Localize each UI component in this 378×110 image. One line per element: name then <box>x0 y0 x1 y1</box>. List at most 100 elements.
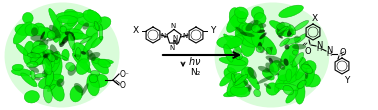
Ellipse shape <box>52 18 62 42</box>
Ellipse shape <box>231 73 235 83</box>
Ellipse shape <box>224 34 242 53</box>
Text: X: X <box>133 26 139 35</box>
Ellipse shape <box>297 80 306 89</box>
Ellipse shape <box>274 75 285 93</box>
Ellipse shape <box>257 76 273 84</box>
Ellipse shape <box>280 44 299 66</box>
Ellipse shape <box>24 91 39 103</box>
Ellipse shape <box>45 71 54 87</box>
Ellipse shape <box>235 74 248 85</box>
Ellipse shape <box>50 51 60 72</box>
Ellipse shape <box>256 46 263 52</box>
Ellipse shape <box>275 83 299 91</box>
Ellipse shape <box>235 7 248 19</box>
Ellipse shape <box>266 47 273 55</box>
Ellipse shape <box>68 33 75 50</box>
Text: H: H <box>326 51 332 57</box>
Ellipse shape <box>242 25 254 37</box>
Ellipse shape <box>31 50 53 65</box>
Text: $h\nu$: $h\nu$ <box>188 55 202 67</box>
Ellipse shape <box>248 67 257 79</box>
Ellipse shape <box>80 36 92 44</box>
Ellipse shape <box>285 45 290 50</box>
Ellipse shape <box>302 61 316 74</box>
Ellipse shape <box>257 42 262 50</box>
Ellipse shape <box>15 24 33 36</box>
Ellipse shape <box>270 60 281 72</box>
Ellipse shape <box>50 53 54 62</box>
Text: Y: Y <box>210 26 216 35</box>
Ellipse shape <box>236 53 243 60</box>
Ellipse shape <box>53 57 62 79</box>
Ellipse shape <box>83 10 101 23</box>
Ellipse shape <box>278 35 283 38</box>
Ellipse shape <box>286 69 292 82</box>
Ellipse shape <box>45 56 54 69</box>
Ellipse shape <box>266 47 271 55</box>
Text: N: N <box>170 23 176 28</box>
Ellipse shape <box>227 11 244 32</box>
Ellipse shape <box>278 64 297 81</box>
Text: O: O <box>120 81 126 90</box>
Ellipse shape <box>257 30 265 33</box>
Ellipse shape <box>13 22 32 44</box>
Ellipse shape <box>289 55 299 78</box>
Ellipse shape <box>259 35 277 55</box>
Ellipse shape <box>224 44 233 62</box>
Ellipse shape <box>223 87 250 97</box>
Ellipse shape <box>86 24 99 38</box>
Ellipse shape <box>284 59 289 66</box>
Ellipse shape <box>21 73 37 87</box>
Text: X: X <box>312 14 318 23</box>
Ellipse shape <box>233 50 240 60</box>
Ellipse shape <box>259 32 266 39</box>
Ellipse shape <box>62 36 69 44</box>
Ellipse shape <box>279 5 303 17</box>
Ellipse shape <box>50 80 64 101</box>
Ellipse shape <box>293 50 298 55</box>
Text: Y: Y <box>344 75 350 84</box>
Ellipse shape <box>303 64 310 69</box>
Ellipse shape <box>11 69 32 76</box>
Ellipse shape <box>42 51 50 66</box>
Ellipse shape <box>87 10 96 21</box>
Text: O: O <box>305 47 311 56</box>
Ellipse shape <box>82 22 89 30</box>
Ellipse shape <box>73 21 84 35</box>
Ellipse shape <box>84 33 98 53</box>
Ellipse shape <box>68 65 76 76</box>
Ellipse shape <box>91 36 103 48</box>
Ellipse shape <box>264 83 271 89</box>
Ellipse shape <box>59 41 65 47</box>
Ellipse shape <box>5 2 119 108</box>
Ellipse shape <box>286 89 298 103</box>
Ellipse shape <box>295 34 306 43</box>
Ellipse shape <box>23 41 35 65</box>
Text: O: O <box>340 48 346 57</box>
Ellipse shape <box>280 38 290 46</box>
Ellipse shape <box>64 9 78 20</box>
Ellipse shape <box>12 64 23 71</box>
Ellipse shape <box>60 26 67 33</box>
Ellipse shape <box>233 79 248 88</box>
Text: N₂: N₂ <box>190 68 200 76</box>
Text: N: N <box>160 33 166 39</box>
Ellipse shape <box>277 26 288 34</box>
Ellipse shape <box>98 59 110 68</box>
Ellipse shape <box>46 70 54 88</box>
Ellipse shape <box>235 76 246 87</box>
Ellipse shape <box>241 67 254 78</box>
Ellipse shape <box>33 40 46 52</box>
Ellipse shape <box>232 88 246 95</box>
Ellipse shape <box>289 25 296 35</box>
Ellipse shape <box>230 85 250 97</box>
Ellipse shape <box>74 83 84 93</box>
Ellipse shape <box>287 28 293 37</box>
Ellipse shape <box>229 8 243 28</box>
Ellipse shape <box>235 27 247 36</box>
Ellipse shape <box>40 31 45 40</box>
Ellipse shape <box>91 57 108 74</box>
Ellipse shape <box>66 62 75 71</box>
Text: N: N <box>316 40 322 50</box>
Ellipse shape <box>39 39 48 48</box>
